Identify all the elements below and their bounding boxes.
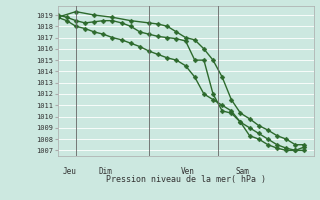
Text: Ven: Ven bbox=[181, 167, 195, 176]
Text: Sam: Sam bbox=[236, 167, 250, 176]
X-axis label: Pression niveau de la mer( hPa ): Pression niveau de la mer( hPa ) bbox=[106, 175, 266, 184]
Text: Jeu: Jeu bbox=[62, 167, 76, 176]
Text: Dim: Dim bbox=[99, 167, 113, 176]
